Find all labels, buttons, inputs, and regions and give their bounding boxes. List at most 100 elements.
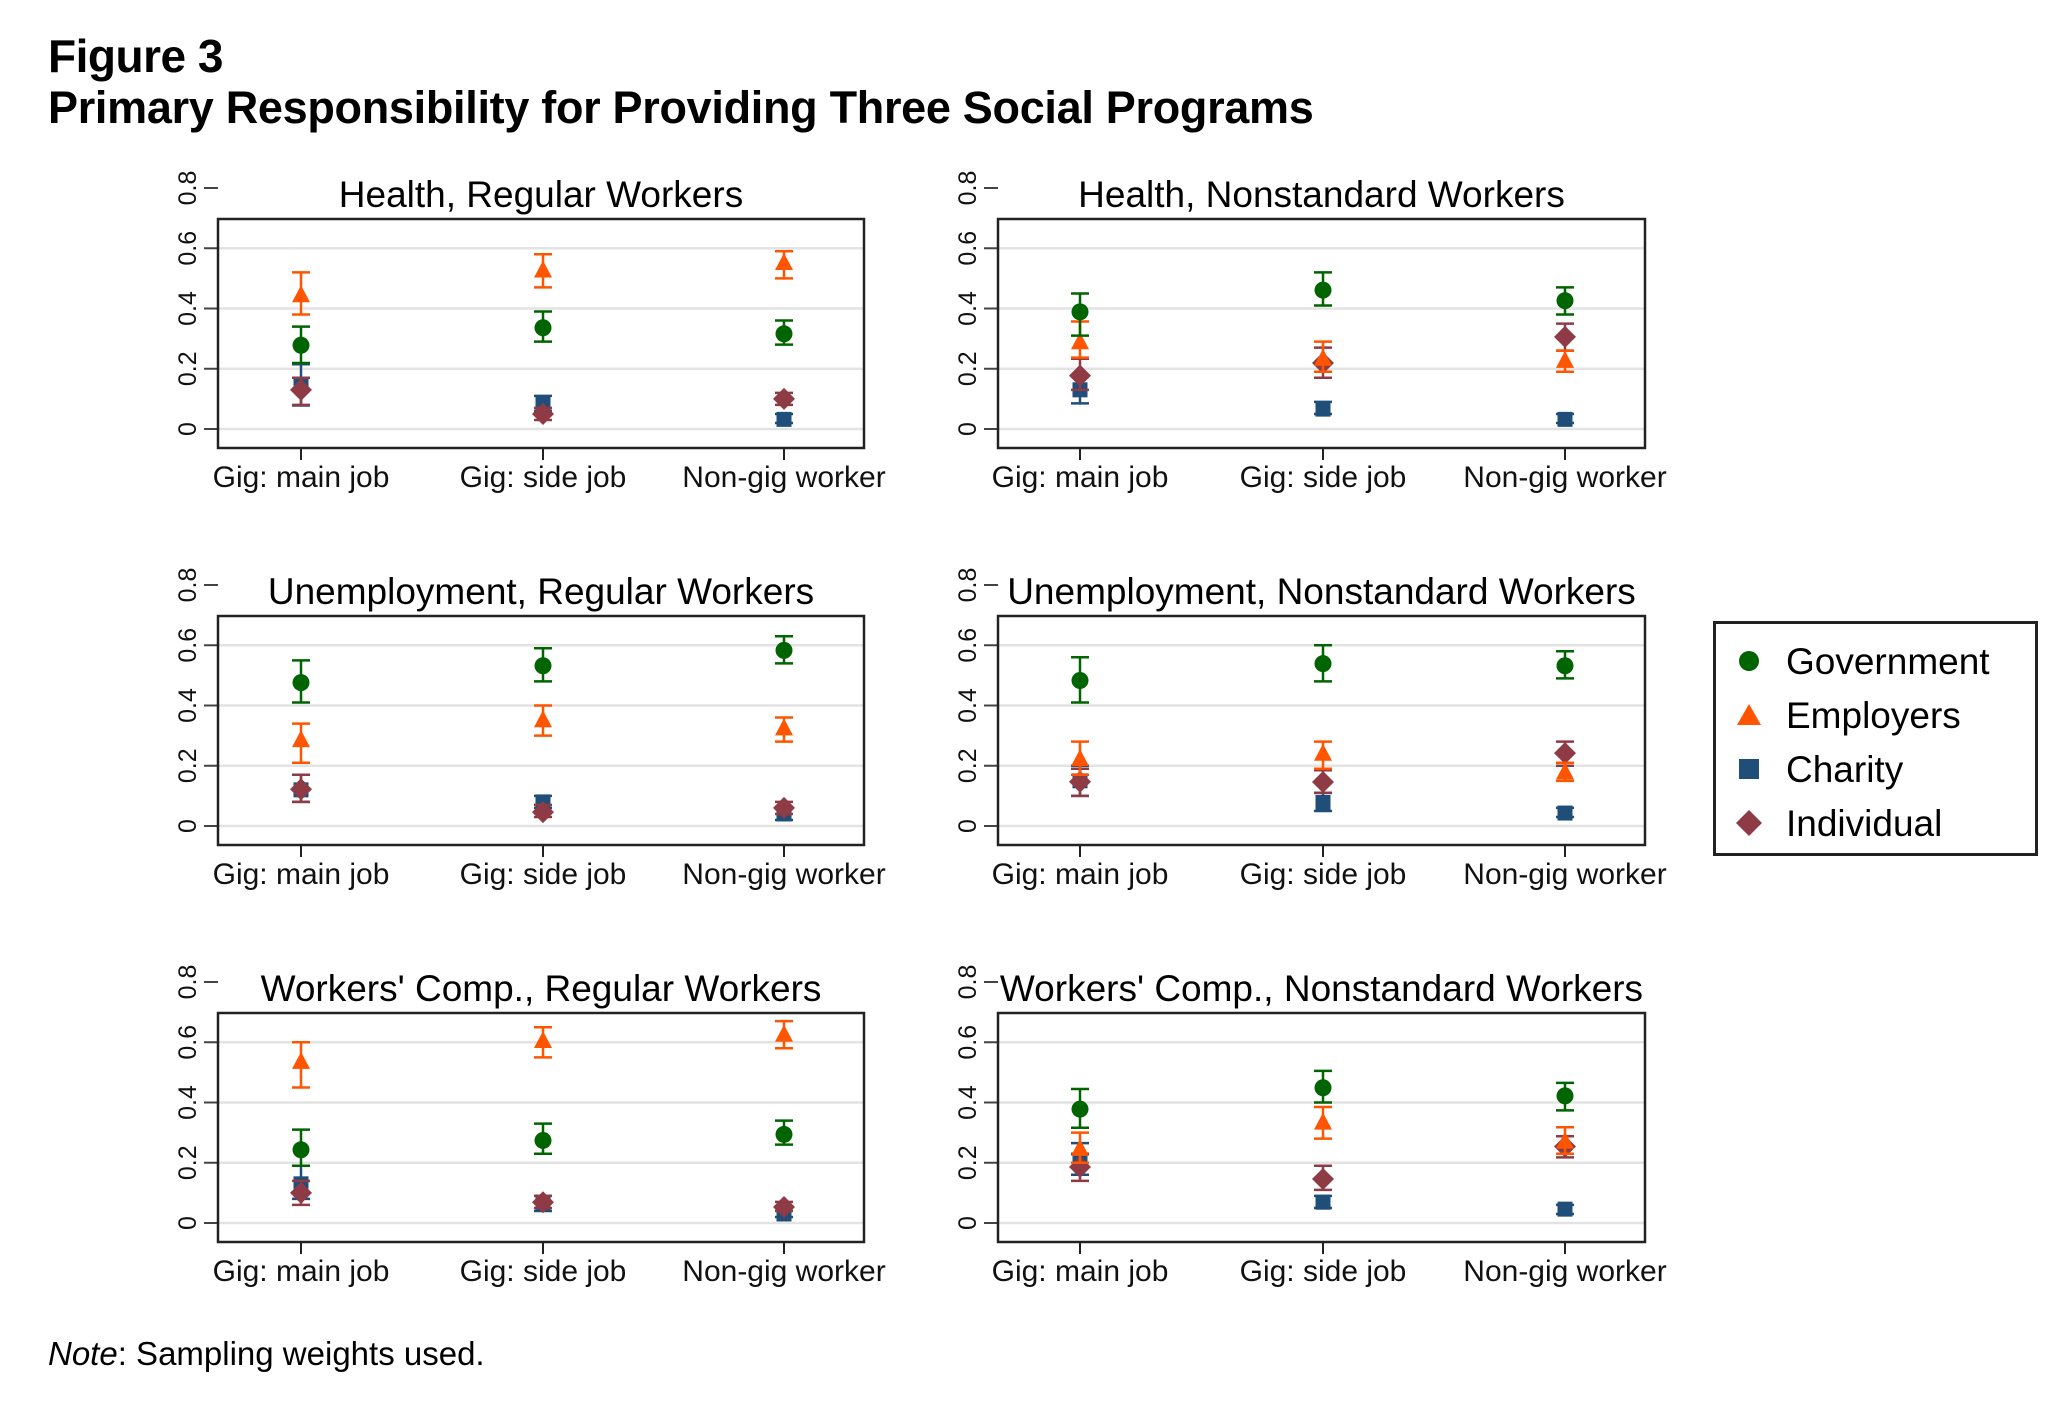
y-tick-label: 0.6: [174, 231, 202, 266]
x-tick-label: Gig: main job: [213, 1255, 390, 1288]
y-tick-label: 0: [954, 422, 982, 436]
y-tick-label: 0.6: [954, 628, 982, 663]
y-tick-label: 0.4: [954, 1085, 982, 1120]
individual-point: [532, 801, 554, 824]
government-point: [1314, 655, 1332, 673]
legend: Government Employers Charity Individual: [1713, 621, 2038, 856]
government-point: [292, 336, 310, 354]
panel-title: Workers' Comp., Regular Workers: [261, 968, 822, 1009]
employers-point: [1071, 749, 1089, 767]
individual-point: [1554, 325, 1576, 348]
individual-point: [773, 387, 795, 410]
panel: Workers' Comp., Nonstandard Workers 0 0.2 0…: [954, 965, 1667, 1288]
x-tick-label: Gig: main job: [992, 1255, 1169, 1288]
y-tick-label: 0.2: [174, 748, 202, 783]
panel-title: Workers' Comp., Nonstandard Workers: [1000, 968, 1643, 1009]
panel-title: Unemployment, Nonstandard Workers: [1007, 571, 1636, 612]
panel: Unemployment, Regular Workers 0 0.2 0.4 0.6 0…: [174, 568, 886, 891]
individual-point: [290, 378, 312, 401]
square-marker-icon: [1739, 759, 1759, 779]
employers-point: [1071, 332, 1089, 350]
figure-title: Primary Responsibility for Providing Thr…: [48, 82, 1314, 133]
charity-point: [1315, 401, 1331, 417]
individual-point: [1069, 364, 1091, 387]
x-tick-label: Gig: main job: [213, 461, 390, 494]
y-tick-label: 0: [174, 1216, 202, 1230]
employers-point: [1314, 743, 1332, 761]
government-point: [1314, 1079, 1332, 1097]
legend-label: Employers: [1786, 695, 1961, 736]
x-tick-label: Non-gig worker: [1463, 461, 1666, 494]
government-point: [1071, 1100, 1089, 1118]
employers-point: [292, 730, 310, 748]
government-point: [775, 641, 793, 659]
individual-point: [290, 778, 312, 801]
x-tick-label: Gig: side job: [1240, 461, 1407, 494]
y-tick-label: 0.4: [174, 688, 202, 723]
panel-title: Unemployment, Regular Workers: [268, 571, 814, 612]
plot-frame: [996, 614, 1647, 847]
x-tick-label: Non-gig worker: [1463, 858, 1666, 891]
diamond-marker-icon: [1736, 810, 1762, 836]
x-tick-label: Gig: side job: [1240, 1255, 1407, 1288]
charity-point: [776, 411, 792, 427]
y-tick-label: 0.6: [174, 628, 202, 663]
x-tick-label: Non-gig worker: [1463, 1255, 1666, 1288]
government-point: [534, 657, 552, 675]
government-point: [534, 1131, 552, 1149]
individual-point: [773, 796, 795, 819]
employers-point: [534, 260, 552, 278]
panel: Unemployment, Nonstandard Workers 0 0.2 0.4…: [954, 568, 1667, 891]
y-tick-label: 0.4: [954, 291, 982, 326]
legend-label: Charity: [1786, 749, 1904, 790]
triangle-marker-icon: [1737, 704, 1761, 725]
y-tick-label: 0.2: [174, 1145, 202, 1180]
charity-point: [1315, 1194, 1331, 1210]
employers-point: [775, 1024, 793, 1042]
x-tick-label: Gig: main job: [992, 461, 1169, 494]
charity-point: [1557, 805, 1573, 821]
plot-frame: [216, 614, 866, 847]
government-point: [1314, 281, 1332, 299]
employers-point: [1556, 1131, 1574, 1149]
y-tick-label: 0.2: [954, 351, 982, 386]
y-tick-label: 0.4: [954, 688, 982, 723]
legend-label: Individual: [1786, 803, 1943, 844]
legend-item-charity: Charity: [1716, 744, 2035, 796]
x-tick-label: Non-gig worker: [682, 858, 885, 891]
government-point: [292, 1141, 310, 1159]
individual-point: [1069, 1155, 1091, 1178]
circle-marker-icon: [1739, 651, 1759, 671]
y-tick-label: 0.2: [954, 748, 982, 783]
y-tick-label: 0.6: [954, 1025, 982, 1060]
individual-point: [1312, 1168, 1334, 1191]
government-point: [1071, 303, 1089, 321]
government-point: [1556, 1087, 1574, 1105]
plot-frame: [996, 217, 1647, 450]
employers-point: [1314, 1112, 1332, 1130]
legend-item-government: Government: [1716, 636, 2035, 688]
x-tick-label: Gig: side job: [1240, 858, 1407, 891]
employers-point: [775, 253, 793, 271]
employers-point: [1556, 762, 1574, 780]
government-point: [1556, 657, 1574, 675]
employers-point: [292, 1051, 310, 1069]
employers-point: [534, 1031, 552, 1049]
government-point: [1071, 671, 1089, 689]
figure-label: Figure 3: [48, 30, 223, 82]
charity-point: [1557, 411, 1573, 427]
panel: Workers' Comp., Regular Workers 0 0.2 0.4 0.…: [174, 965, 886, 1288]
y-tick-label: 0.4: [174, 291, 202, 326]
y-tick-label: 0.8: [174, 171, 202, 206]
individual-point: [1069, 770, 1091, 793]
employers-point: [1071, 1138, 1089, 1156]
y-tick-label: 0.6: [174, 1025, 202, 1060]
figure-note: Note: Sampling weights used.: [48, 1334, 485, 1374]
plot-frame: [996, 1011, 1647, 1244]
y-tick-label: 0.4: [174, 1085, 202, 1120]
x-tick-label: Non-gig worker: [682, 1255, 885, 1288]
charity-point: [1557, 1201, 1573, 1217]
individual-point: [1312, 771, 1334, 794]
y-tick-label: 0.8: [954, 171, 982, 206]
y-tick-label: 0: [174, 422, 202, 436]
